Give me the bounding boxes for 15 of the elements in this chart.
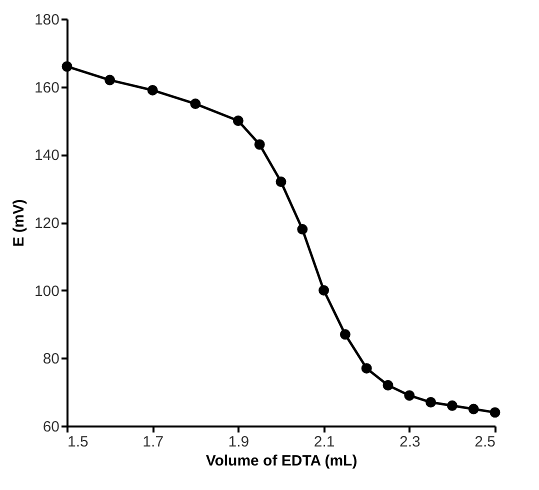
y-tick-label: 80 <box>42 350 60 368</box>
x-tick-label: 1.9 <box>228 434 250 450</box>
y-tick-label: 160 <box>34 79 60 96</box>
x-tick-label: 1.7 <box>142 434 164 450</box>
y-tick-label: 100 <box>34 282 60 300</box>
y-tick-label: 120 <box>34 215 60 232</box>
x-tick-label: 2.5 <box>474 434 496 450</box>
y-axis-title: E (mV) <box>10 199 28 247</box>
y-tick-label: 60 <box>42 418 60 436</box>
x-tick-label: 1.5 <box>68 434 88 450</box>
x-axis-title: Volume of EDTA (mL) <box>206 452 358 470</box>
x-tick-label: 2.1 <box>314 434 335 450</box>
y-tick-label: 140 <box>34 147 60 164</box>
x-tick-label: 2.3 <box>399 434 420 450</box>
y-tick-label: 180 <box>34 12 60 28</box>
